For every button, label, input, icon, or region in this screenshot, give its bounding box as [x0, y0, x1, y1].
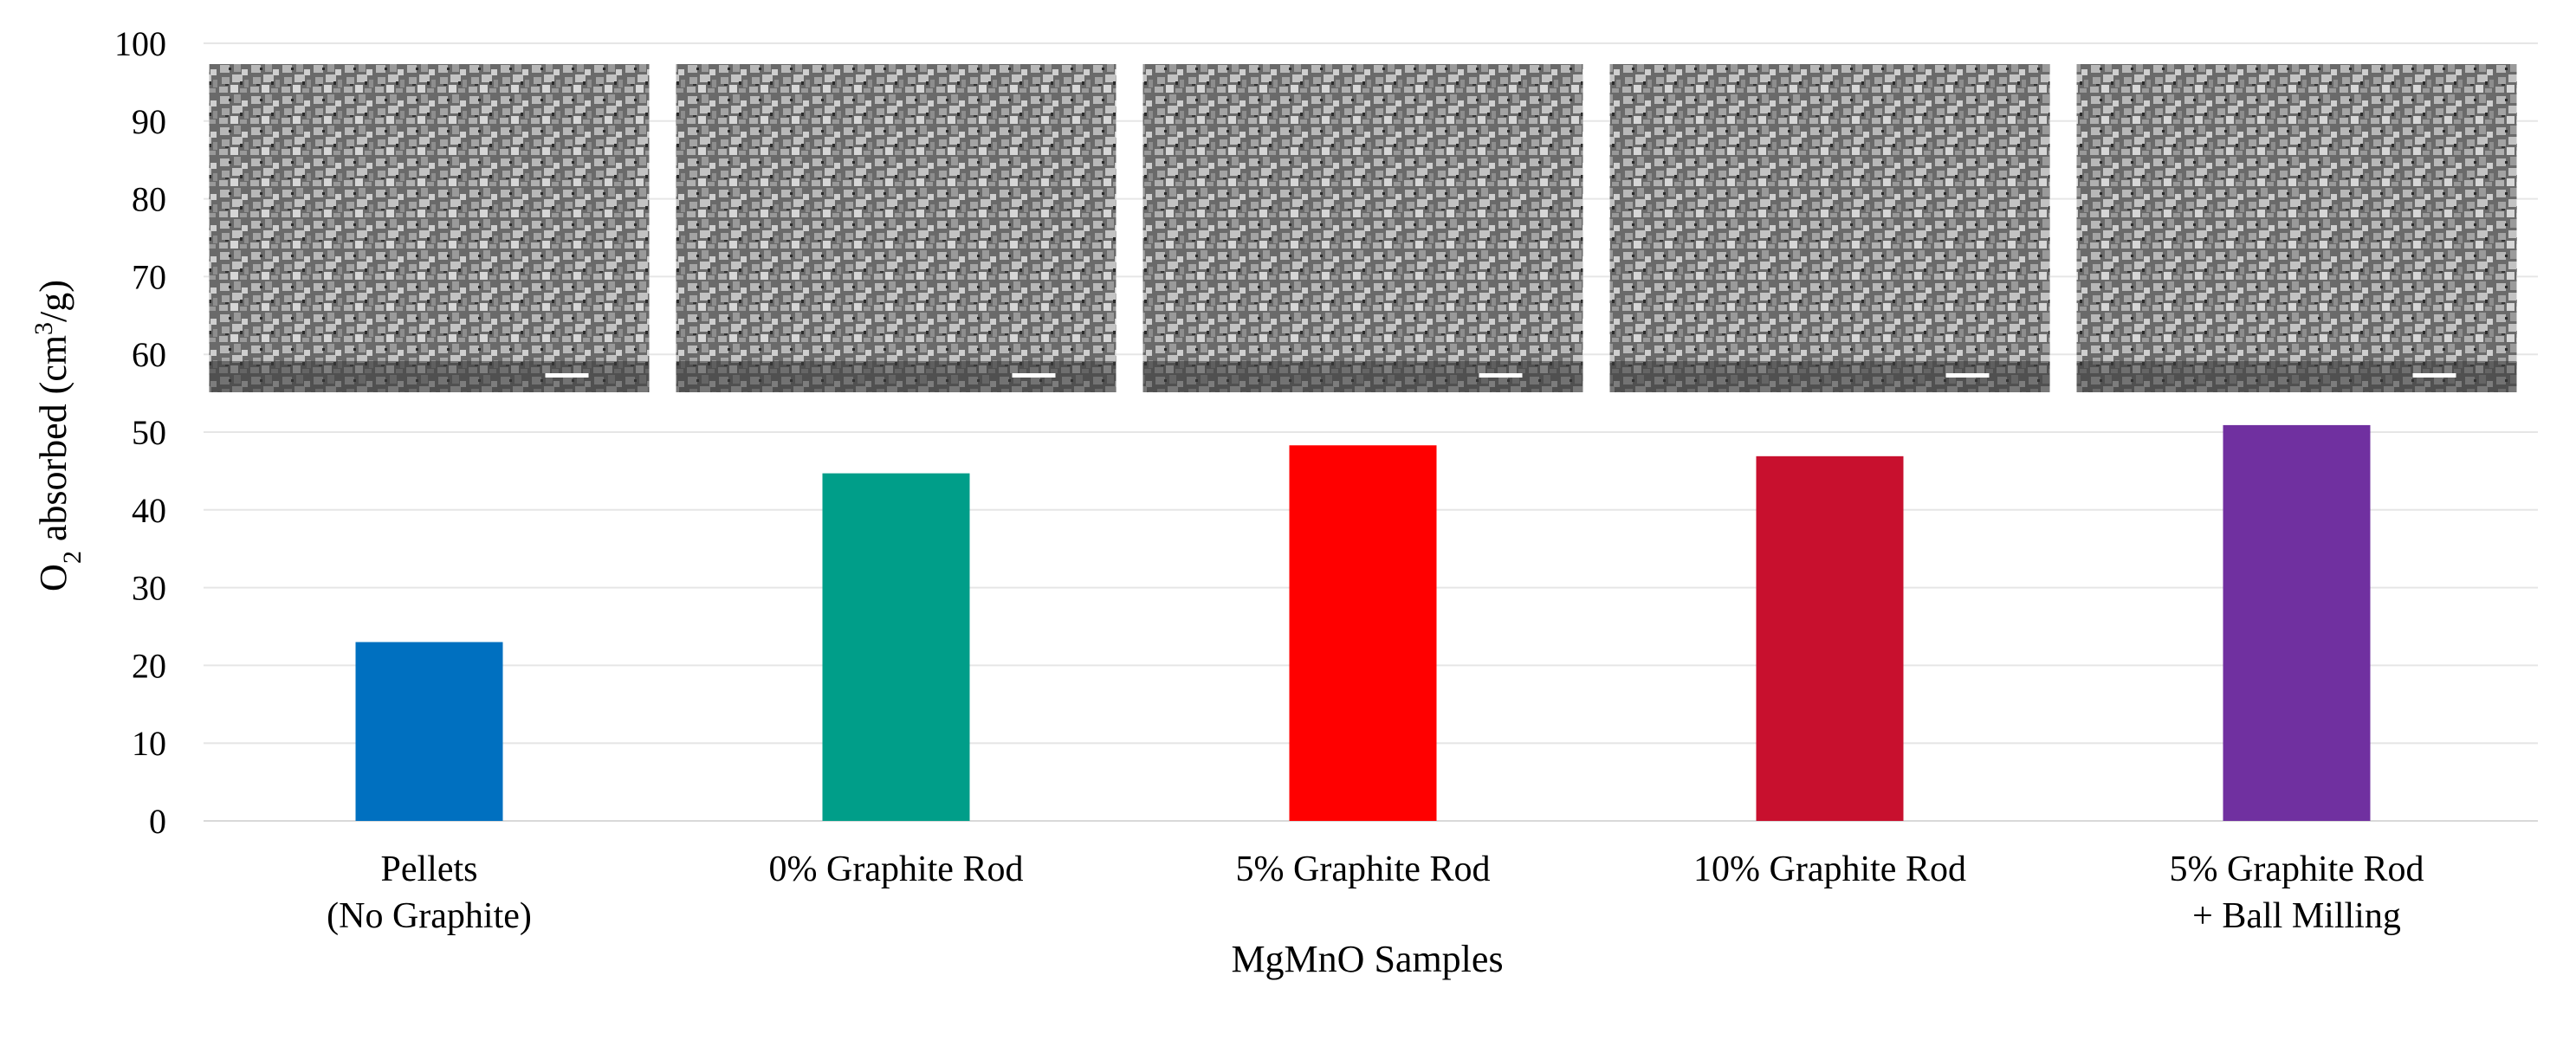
x-category-label: 5% Graphite Rod: [2170, 849, 2424, 889]
bar: [2223, 424, 2371, 821]
y-tick-label: 80: [132, 180, 166, 219]
sem-micrograph-image: [2076, 64, 2517, 392]
y-tick-label: 20: [132, 646, 166, 685]
x-category-label: 10% Graphite Rod: [1693, 849, 1966, 889]
y-tick-labels: 0 10 20 30 40 50 60 70 80 90 100: [114, 24, 166, 841]
bar: [1289, 445, 1437, 821]
x-category-label: 5% Graphite Rod: [1236, 849, 1491, 889]
y-tick-label: 90: [132, 102, 166, 141]
x-category-label: Pellets: [381, 849, 478, 889]
y-tick-label: 70: [132, 257, 166, 296]
y-tick-label: 60: [132, 335, 166, 374]
y-tick-label: 100: [114, 24, 166, 63]
scale-bar: [1945, 373, 1990, 378]
x-category-label: 0% Graphite Rod: [769, 849, 1024, 889]
bar: [1756, 455, 1904, 821]
sem-micrograph-image: [209, 64, 650, 392]
bars: [355, 424, 2371, 821]
y-tick-label: 50: [132, 413, 166, 452]
y-tick-label: 30: [132, 569, 166, 608]
scale-bar: [545, 373, 589, 378]
x-category-label: (No Graphite): [327, 896, 532, 936]
x-axis-title: MgMnO Samples: [1231, 938, 1503, 980]
scale-bar: [1479, 373, 1523, 378]
sem-micrograph-image: [676, 64, 1116, 392]
x-category-labels: Pellets (No Graphite) 0% Graphite Rod 5% Gr…: [327, 849, 2424, 936]
bar: [355, 642, 503, 821]
bar: [822, 473, 970, 821]
sem-micrograph-image: [1142, 64, 1583, 392]
sem-micrograph-image: [1609, 64, 2050, 392]
scale-bar: [2412, 373, 2456, 378]
sem-insets: [209, 64, 2517, 392]
y-tick-label: 0: [149, 802, 166, 841]
scale-bar: [1012, 373, 1056, 378]
y-tick-label: 10: [132, 724, 166, 763]
y-axis-title: O2 absorbed (cm3/g): [29, 280, 87, 591]
x-category-label: + Ball Milling: [2192, 896, 2401, 936]
y-tick-label: 40: [132, 491, 166, 530]
